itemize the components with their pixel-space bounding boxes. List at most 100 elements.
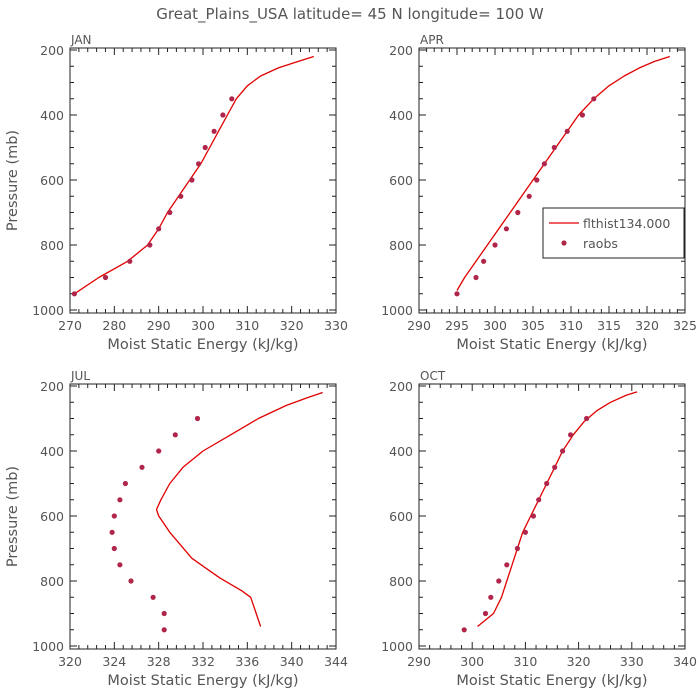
raobs-point bbox=[161, 627, 167, 633]
raobs-point bbox=[117, 562, 123, 568]
y-tick-label: 1000 bbox=[381, 639, 413, 654]
y-tick-label: 200 bbox=[389, 43, 413, 58]
raobs-point bbox=[514, 545, 521, 552]
y-tick-label: 600 bbox=[389, 509, 413, 524]
raobs-point bbox=[139, 464, 145, 470]
y-tick-label: 200 bbox=[389, 379, 413, 394]
raobs-point bbox=[161, 610, 167, 617]
x-tick-label: 336 bbox=[235, 654, 259, 669]
x-tick-label: 315 bbox=[597, 318, 621, 333]
x-tick-label: 330 bbox=[620, 654, 644, 669]
x-tick-label: 290 bbox=[147, 318, 171, 333]
raobs-point bbox=[196, 161, 202, 167]
legend: flthist134.000 raobs bbox=[542, 207, 685, 259]
plot-frame bbox=[69, 383, 337, 650]
raobs-point bbox=[102, 274, 109, 281]
y-axis-label: Pressure (mb) bbox=[5, 130, 21, 231]
x-tick-label: 305 bbox=[521, 318, 545, 333]
raobs-point bbox=[178, 193, 184, 199]
plot-frame bbox=[418, 47, 686, 314]
x-tick-label: 290 bbox=[407, 318, 431, 333]
x-tick-label: 328 bbox=[147, 654, 171, 669]
raobs-point bbox=[536, 497, 542, 503]
raobs-point bbox=[220, 112, 226, 118]
raobs-point bbox=[194, 415, 201, 422]
x-axis-label: Moist Static Energy (kJ/kg) bbox=[456, 673, 647, 689]
x-tick-label: 320 bbox=[635, 318, 659, 333]
y-tick-label: 1000 bbox=[32, 639, 64, 654]
raobs-point bbox=[579, 112, 586, 118]
raobs-point bbox=[473, 274, 479, 281]
x-tick-label: 325 bbox=[673, 318, 697, 333]
raobs-point bbox=[128, 578, 134, 584]
raobs-point bbox=[552, 464, 558, 470]
raobs-point bbox=[503, 226, 509, 232]
x-tick-label: 295 bbox=[445, 318, 469, 333]
x-tick-label: 324 bbox=[102, 654, 126, 669]
raobs-point bbox=[71, 291, 77, 297]
model-profile-line bbox=[74, 55, 314, 295]
raobs-point bbox=[541, 161, 548, 167]
raobs-point bbox=[584, 415, 590, 422]
raobs-point bbox=[492, 242, 498, 248]
y-tick-label: 600 bbox=[40, 173, 64, 188]
panel-jul: JUL 320 324 328 332 336 340 344 200 400 600 800 1000… bbox=[5, 369, 348, 689]
x-tick-label: 320 bbox=[280, 318, 304, 333]
legend-obs-label: raobs bbox=[583, 236, 618, 251]
month-label: JAN bbox=[70, 33, 92, 47]
x-tick-label: 310 bbox=[513, 654, 537, 669]
raobs-point bbox=[530, 513, 537, 519]
raobs-point bbox=[526, 193, 532, 199]
raobs-point bbox=[111, 545, 117, 552]
panels: JAN 270 280 290 300 310 320 330 200 400 600 800 1000… bbox=[5, 33, 697, 689]
panel-oct: OCT 290 300 310 320 330 340 200 400 600 800 1000 Moi… bbox=[381, 369, 697, 689]
y-tick-label: 800 bbox=[389, 574, 413, 589]
raobs-point bbox=[111, 513, 117, 519]
raobs-point bbox=[202, 144, 208, 151]
x-tick-label: 332 bbox=[191, 654, 215, 669]
x-tick-label: 340 bbox=[673, 654, 697, 669]
raobs-point bbox=[150, 594, 156, 600]
figure-title: Great_Plains_USA latitude= 45 N longitud… bbox=[156, 5, 544, 24]
x-tick-label: 300 bbox=[191, 318, 215, 333]
x-axis-label: Moist Static Energy (kJ/kg) bbox=[456, 337, 647, 353]
x-tick-label: 320 bbox=[58, 654, 82, 669]
month-label: OCT bbox=[420, 369, 446, 383]
x-tick-label: 310 bbox=[559, 318, 583, 333]
raobs-point bbox=[560, 448, 566, 454]
raobs-point bbox=[534, 177, 540, 183]
y-tick-label: 600 bbox=[40, 509, 64, 524]
raobs-point bbox=[482, 610, 489, 617]
x-tick-label: 300 bbox=[483, 318, 507, 333]
y-axis-label: Pressure (mb) bbox=[5, 466, 21, 567]
month-label: JUL bbox=[70, 369, 90, 383]
x-tick-label: 340 bbox=[280, 654, 304, 669]
raobs-point bbox=[117, 497, 123, 503]
y-tick-label: 800 bbox=[389, 238, 413, 253]
x-axis-label: Moist Static Energy (kJ/kg) bbox=[107, 337, 298, 353]
raobs-point bbox=[109, 529, 115, 535]
raobs-point bbox=[522, 529, 529, 535]
x-tick-label: 300 bbox=[460, 654, 484, 669]
y-tick-label: 400 bbox=[40, 108, 64, 123]
y-tick-label: 800 bbox=[40, 238, 64, 253]
y-tick-label: 200 bbox=[40, 379, 64, 394]
plot-frame bbox=[69, 47, 337, 314]
y-tick-label: 800 bbox=[40, 574, 64, 589]
raobs-point bbox=[551, 144, 557, 151]
model-profile-line bbox=[155, 391, 323, 627]
raobs-point bbox=[127, 258, 133, 264]
model-profile-line bbox=[477, 391, 638, 628]
raobs-point bbox=[229, 96, 235, 102]
legend-box bbox=[542, 207, 685, 259]
x-tick-label: 280 bbox=[102, 318, 126, 333]
raobs-point bbox=[504, 562, 510, 568]
y-tick-label: 200 bbox=[40, 43, 64, 58]
panel-jan: JAN 270 280 290 300 310 320 330 200 400 600 800 1000… bbox=[5, 33, 348, 353]
raobs-point bbox=[488, 594, 494, 600]
raobs-point bbox=[211, 128, 217, 134]
raobs-point bbox=[461, 627, 467, 633]
x-tick-label: 320 bbox=[567, 654, 591, 669]
x-axis-label: Moist Static Energy (kJ/kg) bbox=[107, 673, 298, 689]
